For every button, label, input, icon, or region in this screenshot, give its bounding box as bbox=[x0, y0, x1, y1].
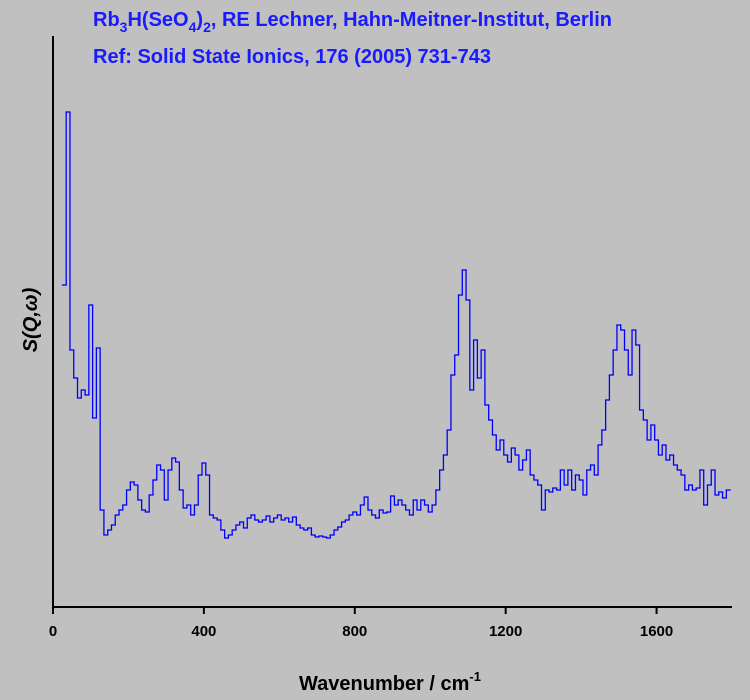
x-tick-label: 1600 bbox=[640, 623, 673, 640]
title-part: 4 bbox=[189, 19, 197, 35]
title-part: 3 bbox=[120, 19, 128, 35]
title-part: H(SeO bbox=[127, 9, 188, 31]
title-part: , RE Lechner, Hahn-Meitner-Institut, Ber… bbox=[211, 9, 612, 31]
chart-subtitle: Ref: Solid State Ionics, 176 (2005) 731-… bbox=[93, 46, 491, 68]
x-tick-label: 400 bbox=[191, 623, 216, 640]
x-label-part: -1 bbox=[469, 669, 481, 684]
y-axis-label: S(Q,ω) bbox=[20, 287, 42, 352]
title-part: Rb bbox=[93, 9, 120, 31]
title-part: 2 bbox=[203, 19, 211, 35]
x-label-part: Wavenumber / cm bbox=[299, 673, 469, 695]
x-tick-label: 800 bbox=[342, 623, 367, 640]
title-part: ) bbox=[196, 9, 203, 31]
x-tick-label: 0 bbox=[49, 623, 57, 640]
x-tick-label: 1200 bbox=[489, 623, 522, 640]
chart-title: Rb3H(SeO4)2, RE Lechner, Hahn-Meitner-In… bbox=[93, 9, 612, 35]
x-axis-label: Wavenumber / cm-1 bbox=[299, 669, 481, 695]
